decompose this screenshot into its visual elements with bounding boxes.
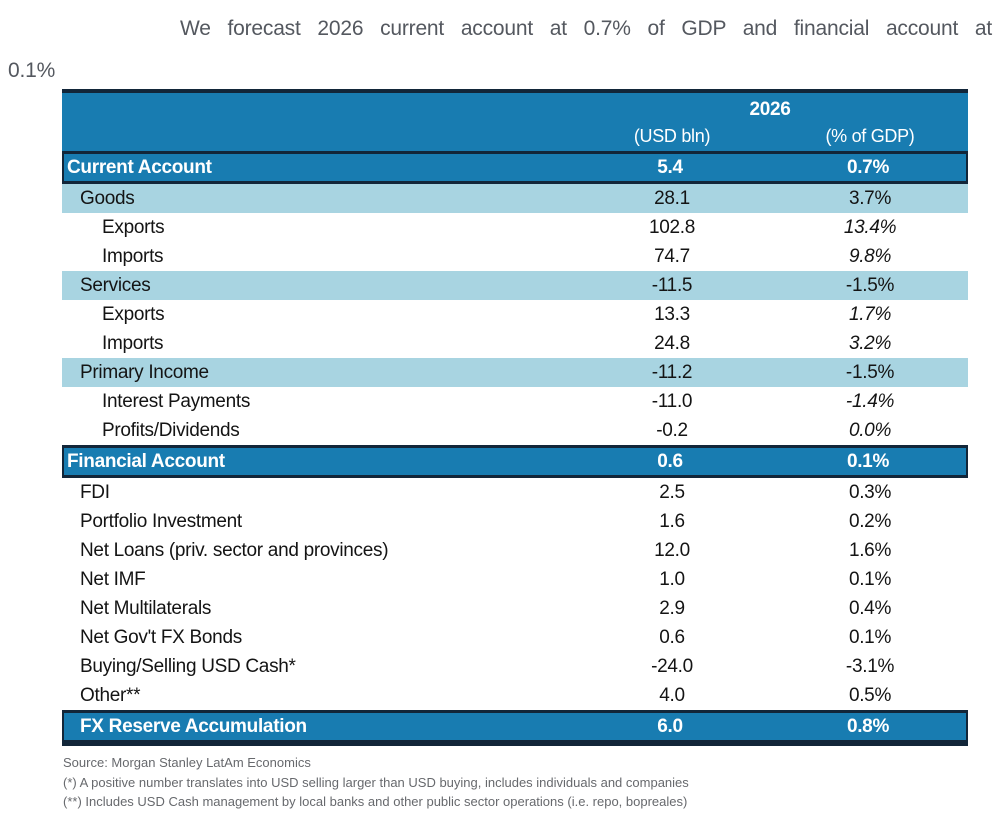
- row-label: FX Reserve Accumulation: [80, 716, 307, 737]
- row-label: Net IMF: [80, 569, 146, 590]
- footnote-source: Source: Morgan Stanley LatAm Economics: [63, 755, 311, 770]
- table-row: Net Gov't FX Bonds 0.6 0.1%: [62, 623, 968, 652]
- row-gdp-value: 0.7%: [846, 157, 890, 178]
- table-row: Services -11.5 -1.5%: [62, 271, 968, 300]
- row-usd-value: 2.5: [659, 482, 685, 503]
- row-label: Net Gov't FX Bonds: [80, 627, 242, 648]
- row-usd-value: 1.6: [659, 511, 685, 532]
- row-gdp-value: 0.1%: [848, 627, 892, 648]
- table-bottom-border: [62, 743, 968, 746]
- row-gdp-value: 0.4%: [848, 598, 892, 619]
- row-usd-value: -24.0: [651, 656, 693, 677]
- row-label: Current Account: [67, 157, 212, 178]
- row-gdp-value: 0.1%: [848, 569, 892, 590]
- table-row: Net IMF 1.0 0.1%: [62, 565, 968, 594]
- row-gdp-value: 3.2%: [848, 333, 892, 354]
- row-label: Net Loans (priv. sector and provinces): [80, 540, 389, 561]
- row-label: Net Multilaterals: [80, 598, 212, 619]
- row-gdp-value: 1.6%: [848, 540, 892, 561]
- table-row: Net Multilaterals 2.9 0.4%: [62, 594, 968, 623]
- column-headers-row: (USD bln) (% of GDP): [62, 123, 968, 151]
- row-gdp-value: -1.4%: [845, 391, 895, 412]
- row-gdp-value: 0.1%: [846, 451, 890, 472]
- row-gdp-value: 9.8%: [848, 246, 892, 267]
- balance-of-payments-table: 2026 (USD bln) (% of GDP) Current Accoun…: [62, 89, 968, 746]
- title-line-2: 0.1%: [8, 59, 56, 82]
- col-header-pct-gdp: (% of GDP): [825, 126, 915, 146]
- year-header-row: 2026: [62, 93, 968, 123]
- row-usd-value: 0.6: [657, 451, 683, 472]
- row-usd-value: 74.7: [654, 246, 690, 267]
- row-gdp-value: -3.1%: [845, 656, 895, 677]
- row-gdp-value: 13.4%: [843, 217, 897, 238]
- footnotes: Source: Morgan Stanley LatAm Economics (…: [63, 753, 963, 812]
- table-row: Current Account 5.4 0.7%: [62, 151, 968, 184]
- row-gdp-value: 0.8%: [846, 716, 890, 737]
- row-gdp-value: 0.0%: [848, 420, 892, 441]
- col-header-usd-bln: (USD bln): [633, 126, 711, 146]
- table-row: Profits/Dividends -0.2 0.0%: [62, 416, 968, 445]
- title-line-1: We forecast 2026 current account at 0.7%…: [180, 17, 992, 40]
- row-label: Financial Account: [67, 451, 225, 472]
- table-row: FDI 2.5 0.3%: [62, 478, 968, 507]
- table-row: Other** 4.0 0.5%: [62, 681, 968, 710]
- row-label: Imports: [102, 333, 164, 354]
- table-row: Primary Income -11.2 -1.5%: [62, 358, 968, 387]
- table-row: Imports 74.7 9.8%: [62, 242, 968, 271]
- table-row: Imports 24.8 3.2%: [62, 329, 968, 358]
- row-gdp-value: 3.7%: [848, 188, 892, 209]
- row-gdp-value: -1.5%: [845, 362, 895, 383]
- row-label: Profits/Dividends: [102, 420, 240, 441]
- footnote-double-asterisk: (**) Includes USD Cash management by loc…: [63, 794, 688, 809]
- row-usd-value: -11.2: [651, 362, 693, 383]
- table-body: Current Account 5.4 0.7% Goods 28.1 3.7%…: [62, 151, 968, 743]
- row-label: Buying/Selling USD Cash*: [80, 656, 296, 677]
- table-row: Goods 28.1 3.7%: [62, 184, 968, 213]
- row-usd-value: 28.1: [654, 188, 690, 209]
- row-usd-value: 4.0: [659, 685, 685, 706]
- table-row: Interest Payments -11.0 -1.4%: [62, 387, 968, 416]
- row-usd-value: -0.2: [656, 420, 688, 441]
- row-gdp-value: 0.2%: [848, 511, 892, 532]
- row-label: Interest Payments: [102, 391, 251, 412]
- row-usd-value: 0.6: [659, 627, 685, 648]
- row-gdp-value: 0.5%: [848, 685, 892, 706]
- row-label: Goods: [80, 188, 135, 209]
- row-label: Other**: [80, 685, 141, 706]
- row-gdp-value: 1.7%: [848, 304, 892, 325]
- page-title: We forecast 2026 current account at 0.7%…: [8, 8, 992, 92]
- row-label: FDI: [80, 482, 110, 503]
- row-gdp-value: 0.3%: [848, 482, 892, 503]
- row-label: Imports: [102, 246, 164, 267]
- row-usd-value: 24.8: [654, 333, 690, 354]
- row-usd-value: -11.0: [651, 391, 693, 412]
- row-usd-value: 102.8: [648, 217, 696, 238]
- row-usd-value: 5.4: [657, 157, 683, 178]
- column-header-spacer: [62, 123, 572, 151]
- table-header: 2026 (USD bln) (% of GDP): [62, 93, 968, 151]
- row-usd-value: 2.9: [659, 598, 685, 619]
- row-label: Exports: [102, 304, 165, 325]
- row-usd-value: 13.3: [654, 304, 690, 325]
- table-row: Portfolio Investment 1.6 0.2%: [62, 507, 968, 536]
- table-row: Financial Account 0.6 0.1%: [62, 445, 968, 478]
- table-row: Exports 13.3 1.7%: [62, 300, 968, 329]
- row-usd-value: 1.0: [659, 569, 685, 590]
- row-label: Primary Income: [80, 362, 209, 383]
- table-row: FX Reserve Accumulation 6.0 0.8%: [62, 710, 968, 743]
- row-label: Portfolio Investment: [80, 511, 242, 532]
- footnote-asterisk: (*) A positive number translates into US…: [63, 774, 689, 790]
- table-row: Exports 102.8 13.4%: [62, 213, 968, 242]
- row-label: Services: [80, 275, 151, 296]
- row-label: Exports: [102, 217, 165, 238]
- row-gdp-value: -1.5%: [845, 275, 895, 296]
- row-usd-value: -11.5: [651, 275, 693, 296]
- table-row: Net Loans (priv. sector and provinces) 1…: [62, 536, 968, 565]
- row-usd-value: 12.0: [654, 540, 690, 561]
- year-header: 2026: [749, 99, 791, 120]
- row-usd-value: 6.0: [657, 716, 683, 737]
- table-row: Buying/Selling USD Cash* -24.0 -3.1%: [62, 652, 968, 681]
